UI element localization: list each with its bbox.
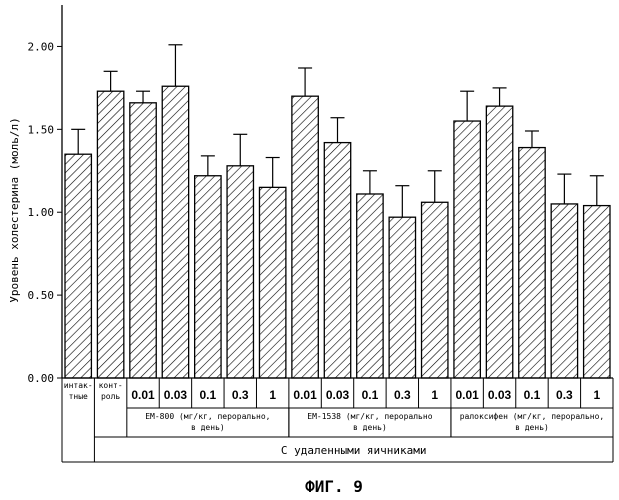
bar <box>486 106 512 378</box>
y-tick-label: 0.00 <box>28 372 55 385</box>
category-label: роль <box>101 392 120 401</box>
group-label: EM-1538 (мг/кг, перорально <box>307 412 432 421</box>
bar <box>422 202 448 378</box>
dose-label: 0.03 <box>326 388 350 402</box>
category-label: интак- <box>64 381 93 390</box>
dose-label: 0.1 <box>200 388 217 402</box>
bar <box>324 143 350 378</box>
group-label: в день) <box>353 423 387 432</box>
bar <box>389 217 415 378</box>
dose-label: 0.3 <box>232 388 249 402</box>
category-table: интак-тные конт-роль 0.01 0.03 0.1 0.3 1 0.01 0.… <box>62 378 613 462</box>
dose-label: 0.01 <box>293 388 317 402</box>
y-tick-label: 1.50 <box>28 123 55 136</box>
dose-label: 0.1 <box>524 388 541 402</box>
bar <box>551 204 577 378</box>
bar <box>357 194 383 378</box>
bar <box>97 91 123 378</box>
y-axis: 0.00 0.50 1.00 1.50 2.00 <box>28 40 63 385</box>
bars-layer <box>65 45 610 378</box>
bar <box>519 148 545 378</box>
figure-caption: ФИГ. 9 <box>305 477 363 496</box>
bar <box>195 176 221 378</box>
bar <box>130 103 156 378</box>
group-label: EM-800 (мг/кг, перорально, <box>145 412 270 421</box>
group-label: в день) <box>515 423 549 432</box>
y-tick-label: 2.00 <box>28 40 55 53</box>
bar <box>292 96 318 378</box>
dose-label: 0.03 <box>488 388 512 402</box>
group-label: в день) <box>191 423 225 432</box>
dose-label: 0.3 <box>394 388 411 402</box>
bar <box>227 166 253 378</box>
dose-label: 0.01 <box>131 388 155 402</box>
category-label: тные <box>69 392 88 401</box>
ovariectomized-label: С удаленными яичниками <box>281 444 427 457</box>
y-axis-label: Уровень холестерина (моль/л) <box>8 117 21 302</box>
bar <box>454 121 480 378</box>
dose-label: 0.3 <box>556 388 573 402</box>
bar <box>162 86 188 378</box>
dose-label: 0.01 <box>455 388 479 402</box>
bar <box>65 154 91 378</box>
group-label: ралоксифен (мг/кг, перорально, <box>460 412 605 421</box>
dose-label: 0.03 <box>164 388 188 402</box>
dose-label: 0.1 <box>362 388 379 402</box>
bar <box>584 206 610 378</box>
dose-label: 1 <box>269 388 276 402</box>
bar <box>259 187 285 378</box>
category-label: конт- <box>99 381 123 390</box>
dose-label: 1 <box>431 388 438 402</box>
dose-label: 1 <box>593 388 600 402</box>
y-tick-label: 1.00 <box>28 206 55 219</box>
y-tick-label: 0.50 <box>28 289 55 302</box>
